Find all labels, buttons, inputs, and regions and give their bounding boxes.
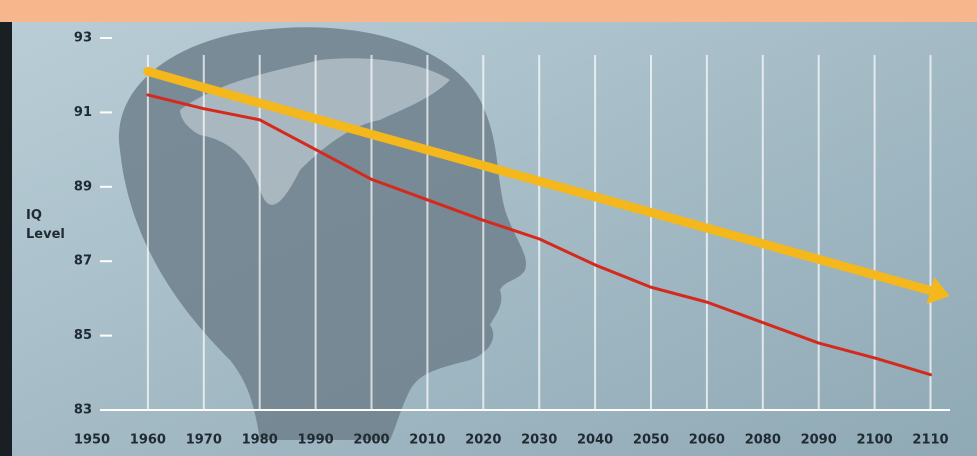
x-tick-label: 1980 <box>242 433 278 448</box>
arrow-head <box>926 277 950 305</box>
y-tick-label: 93 <box>74 31 92 46</box>
x-tick-label: 2060 <box>689 433 725 448</box>
x-tick-label: 2010 <box>409 433 445 448</box>
series-line <box>146 93 932 377</box>
y-tick-label: 89 <box>74 179 92 194</box>
x-tick-label: 2000 <box>353 433 389 448</box>
x-tick-label: 2050 <box>633 433 669 448</box>
x-tick-label: 2020 <box>465 433 501 448</box>
x-tick-label: 1950 <box>74 433 110 448</box>
x-tick-label: 2030 <box>521 433 557 448</box>
x-tick-label: 2080 <box>745 433 781 448</box>
y-tick-label: 91 <box>74 105 92 120</box>
x-tick-label: 1960 <box>130 433 166 448</box>
y-axis-label: IQ Level <box>26 208 65 242</box>
y-tick-label: 83 <box>74 403 92 418</box>
x-tick-label: 1990 <box>298 433 334 448</box>
series-line <box>143 66 935 296</box>
x-tick-label: 2090 <box>801 433 837 448</box>
x-tick-label: 2110 <box>912 433 948 448</box>
y-tick-label: 85 <box>74 328 92 343</box>
y-tick-label: 87 <box>74 254 92 269</box>
x-tick-label: 2100 <box>857 433 893 448</box>
x-tick-label: 2040 <box>577 433 613 448</box>
x-tick-label: 1970 <box>186 433 222 448</box>
top-band <box>0 0 977 22</box>
